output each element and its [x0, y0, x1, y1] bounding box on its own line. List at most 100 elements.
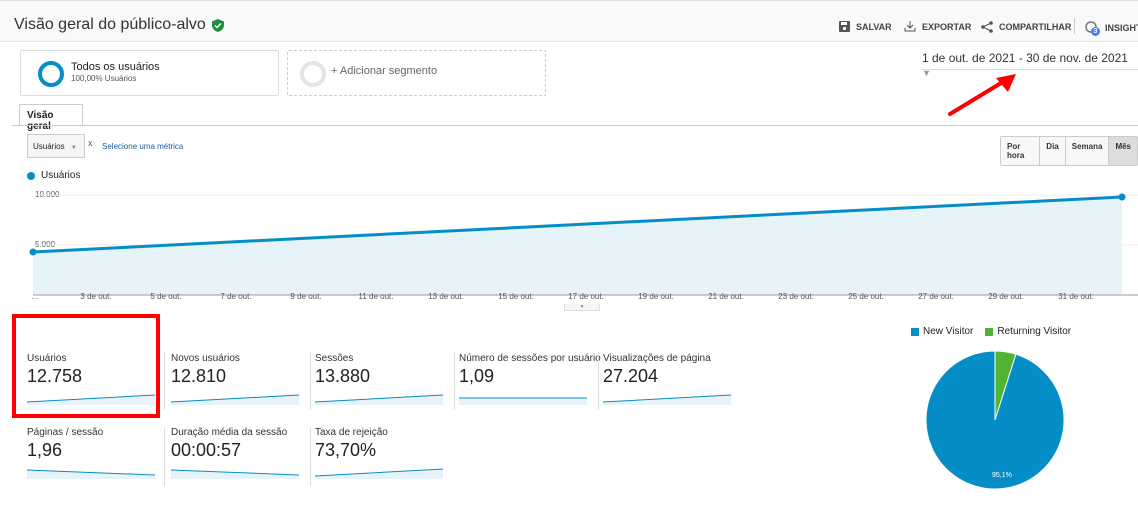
- sparkline: [26, 469, 156, 479]
- granularity-month[interactable]: Mês: [1109, 137, 1137, 165]
- x-tick-label: 13 de out.: [428, 292, 464, 301]
- select-metric-link[interactable]: Selecione uma métrica: [102, 142, 184, 151]
- x-tick-label: 11 de out.: [358, 292, 394, 301]
- metric-value: 12.758: [27, 366, 83, 386]
- sparkline-fill: [171, 395, 299, 405]
- date-range-text: 1 de out. de 2021 - 30 de nov. de 2021: [922, 51, 1128, 65]
- share-button[interactable]: COMPARTILHAR: [981, 21, 1071, 33]
- data-point[interactable]: [29, 248, 37, 256]
- metric-value: 1,96: [27, 440, 63, 460]
- metric-divider: [310, 352, 311, 410]
- metric-card[interactable]: Páginas / sessão 1,96: [26, 412, 171, 484]
- metric-label: Sessões: [315, 353, 354, 364]
- legend-label: New Visitor: [923, 326, 974, 337]
- metric-value: 12.810: [171, 366, 227, 386]
- sparkline-line: [314, 394, 444, 403]
- visitor-pie-chart: [925, 350, 1065, 490]
- date-range-picker[interactable]: 1 de out. de 2021 - 30 de nov. de 2021 ▼: [922, 51, 1138, 79]
- granularity-buttons: Por hora Dia Semana Mês: [1000, 136, 1138, 166]
- segment-all-users[interactable]: Todos os usuários 100,00% Usuários: [20, 50, 279, 96]
- share-icon: [981, 21, 993, 33]
- insights-label: INSIGHTS: [1105, 23, 1138, 33]
- metric-select[interactable]: Usuários ▼: [27, 134, 85, 158]
- divider: [1074, 18, 1075, 34]
- export-label: EXPORTAR: [922, 21, 972, 32]
- insights-icon: 3: [1085, 21, 1100, 36]
- tab-divider: [12, 125, 1138, 126]
- segment-ring-icon: [38, 61, 64, 87]
- users-line-chart: [29, 193, 1138, 296]
- insights-button[interactable]: 3 INSIGHTS: [1085, 21, 1138, 36]
- verified-shield-icon: [211, 18, 224, 32]
- metric-card[interactable]: Taxa de rejeição 73,70%: [314, 412, 459, 484]
- metric-label: Visualizações de página: [603, 353, 711, 364]
- save-button[interactable]: SALVAR: [839, 21, 892, 32]
- sparkline: [602, 394, 732, 405]
- metric-label: Taxa de rejeição: [315, 427, 388, 438]
- highlight-box-annotation: [12, 314, 160, 418]
- sparkline-fill: [315, 395, 443, 405]
- legend-label: Returning Visitor: [997, 326, 1072, 337]
- chart-legend: Usuários: [27, 170, 80, 181]
- metric-card[interactable]: Duração média da sessão 00:00:57: [170, 412, 315, 484]
- sparkline: [26, 394, 156, 405]
- x-tick-label: 3 de out.: [80, 292, 112, 301]
- sparkline-line: [314, 468, 444, 477]
- metric-value: 1,09: [459, 366, 495, 386]
- pie-slice-new[interactable]: [925, 350, 1065, 490]
- header-bar: [0, 0, 1138, 42]
- metric-divider: [310, 428, 311, 486]
- metric-card[interactable]: Novos usuários 12.810: [170, 338, 315, 410]
- data-point[interactable]: [1118, 193, 1126, 201]
- granularity-day[interactable]: Dia: [1040, 137, 1066, 165]
- metric-card[interactable]: Visualizações de página 27.204: [602, 338, 747, 410]
- export-button[interactable]: EXPORTAR: [904, 21, 971, 32]
- sparkline-fill: [459, 398, 587, 405]
- series-dot-icon: [27, 171, 35, 180]
- metric-label: Número de sessões por usuário: [459, 353, 601, 364]
- date-underline: [922, 69, 1138, 70]
- x-tick-label: 7 de out.: [220, 292, 252, 301]
- sparkline-fill: [27, 395, 155, 405]
- pie-slice-label: 95,1%: [992, 472, 1012, 479]
- legend-swatch: [911, 327, 919, 336]
- legend-swatch: [985, 327, 994, 336]
- metric-divider: [164, 352, 165, 410]
- metric-value: 13.880: [315, 366, 371, 386]
- add-segment-button[interactable]: + Adicionar segmento: [287, 50, 546, 96]
- metric-card[interactable]: Sessões 13.880: [314, 338, 459, 410]
- granularity-hour[interactable]: Por hora: [1001, 137, 1041, 165]
- dropdown-arrow-icon: ▼: [70, 145, 77, 151]
- metric-card[interactable]: Número de sessões por usuário 1,09: [459, 338, 603, 410]
- metric-card[interactable]: Usuários 12.758: [26, 338, 171, 410]
- remove-metric-button[interactable]: x: [88, 138, 93, 148]
- x-tick-label: 19 de out.: [638, 292, 674, 301]
- metric-value: 73,70%: [315, 440, 377, 460]
- chart-collapse-handle[interactable]: ▼: [564, 304, 600, 311]
- segment-sub: 100,00% Usuários: [71, 74, 137, 83]
- metric-label: Páginas / sessão: [27, 427, 104, 438]
- x-tick-label: 25 de out.: [848, 292, 884, 301]
- page-title-text: Visão geral do público-alvo: [14, 16, 206, 33]
- share-label: COMPARTILHAR: [999, 22, 1072, 32]
- sparkline-line: [26, 469, 156, 476]
- empty-ring-icon: [300, 61, 326, 87]
- tab-overview[interactable]: Visão geral: [19, 104, 83, 132]
- sparkline: [170, 394, 300, 405]
- metric-divider: [598, 352, 599, 410]
- download-icon: [904, 21, 916, 32]
- legend-new-visitor: New Visitor: [911, 326, 973, 337]
- insights-badge: 3: [1091, 27, 1100, 36]
- x-tick-label: 31 de out.: [1058, 292, 1094, 301]
- save-icon: [839, 21, 850, 32]
- area-fill: [33, 197, 1122, 295]
- sparkline: [170, 469, 300, 479]
- granularity-week[interactable]: Semana: [1065, 137, 1110, 165]
- series-line: [32, 195, 1123, 254]
- sparkline: [314, 468, 444, 479]
- red-arrow-annotation: [948, 74, 1016, 116]
- metric-select-value: Usuários: [33, 142, 65, 151]
- x-tick-label: 27 de out.: [918, 292, 954, 301]
- segment-name: Todos os usuários: [71, 61, 160, 73]
- x-tick-label: 21 de out.: [708, 292, 744, 301]
